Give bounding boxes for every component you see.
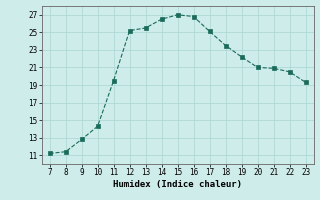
X-axis label: Humidex (Indice chaleur): Humidex (Indice chaleur) xyxy=(113,180,242,189)
